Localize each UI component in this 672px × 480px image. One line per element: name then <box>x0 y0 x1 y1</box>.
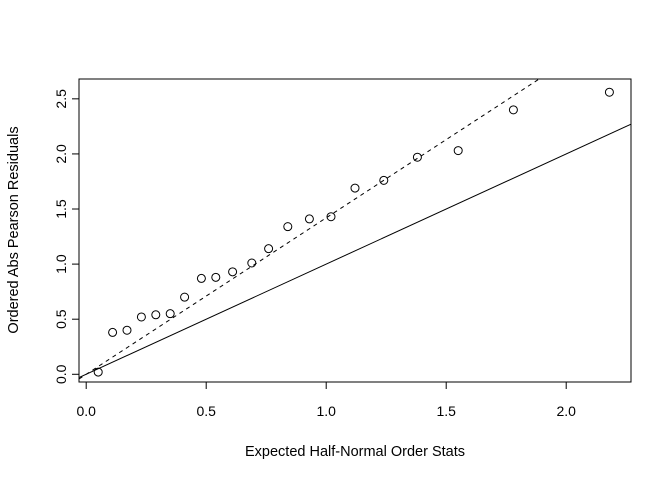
x-tick-label: 0.5 <box>196 403 216 419</box>
y-tick-label: 1.5 <box>53 199 69 219</box>
x-tick-label: 1.5 <box>436 403 456 419</box>
y-tick-label: 1.0 <box>53 254 69 274</box>
data-point <box>508 105 518 115</box>
data-point <box>350 183 360 193</box>
data-point <box>151 310 161 320</box>
reference-lines <box>79 79 631 380</box>
data-point <box>247 258 257 268</box>
data-point <box>379 175 389 185</box>
y-tick-label: 2.5 <box>53 89 69 109</box>
data-point <box>326 212 336 222</box>
y-tick-label: 0.5 <box>53 309 69 329</box>
data-point <box>108 327 118 337</box>
data-point <box>136 312 146 322</box>
data-point <box>304 214 314 224</box>
data-points <box>93 87 614 377</box>
x-tick-label: 0.0 <box>76 403 96 419</box>
x-tick-label: 2.0 <box>556 403 576 419</box>
x-axis-label: Expected Half-Normal Order Stats <box>245 444 465 460</box>
y-axis-label: Ordered Abs Pearson Residuals <box>6 126 22 333</box>
data-point <box>196 273 206 283</box>
dashed-reference-line <box>79 79 541 380</box>
y-tick-label: 0.0 <box>53 364 69 384</box>
y-tick-label: 2.0 <box>53 144 69 164</box>
data-point <box>453 146 463 156</box>
data-point <box>412 152 422 162</box>
y-axis: 0.0 0.5 1.0 1.5 2.0 2.5 <box>53 89 80 384</box>
data-point <box>283 222 293 232</box>
plot-frame <box>78 78 632 383</box>
data-point <box>264 244 274 254</box>
data-point <box>165 309 175 319</box>
solid-reference-line <box>79 123 631 379</box>
data-point <box>122 325 132 335</box>
data-point <box>180 292 190 302</box>
data-point <box>604 87 614 97</box>
x-axis: 0.0 0.5 1.0 1.5 2.0 <box>76 381 576 419</box>
data-point <box>228 267 238 277</box>
x-tick-label: 1.0 <box>316 403 336 419</box>
data-point <box>211 272 221 282</box>
data-point <box>93 367 103 377</box>
